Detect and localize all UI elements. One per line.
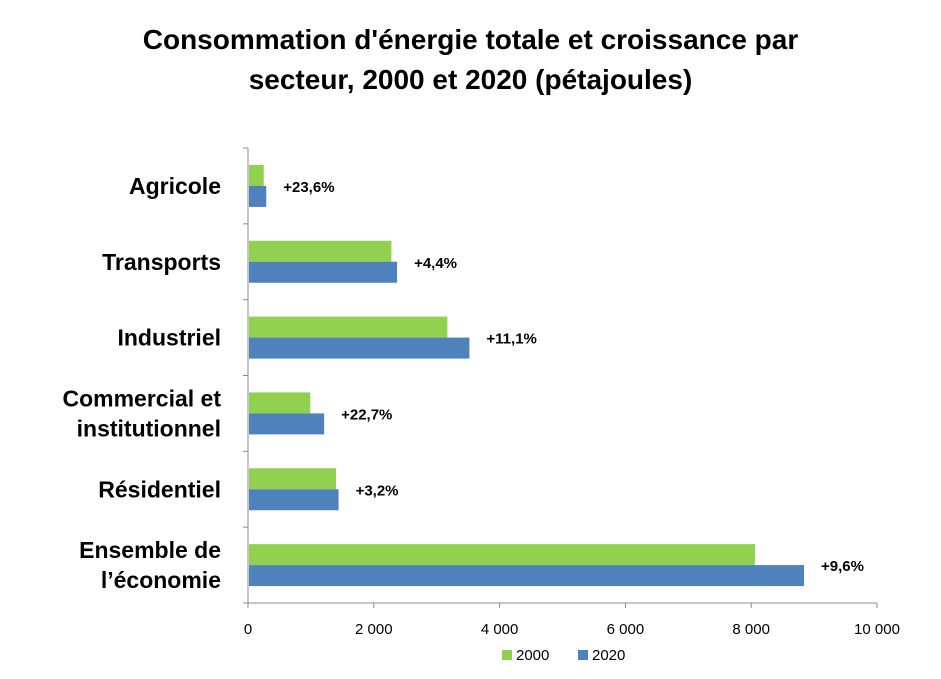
legend-swatch-2020: [578, 650, 588, 660]
category-label: Résidentiel: [98, 476, 221, 502]
data-label: +11,1%: [486, 331, 536, 348]
legend-label: 2000: [516, 647, 549, 664]
bar-2020-1: [249, 261, 398, 283]
category-label: Agricole: [129, 173, 221, 199]
x-tick-label: 0: [244, 621, 252, 638]
x-tick-label: 10 000: [854, 621, 900, 638]
bar-2020-2: [249, 337, 470, 359]
data-label: +23,6%: [283, 179, 334, 196]
data-label: +4,4%: [414, 255, 457, 272]
data-label: +3,2%: [356, 482, 399, 499]
category-label: Industriel: [117, 325, 221, 351]
x-tick-label: 8 000: [732, 621, 770, 638]
bar-2020-0: [249, 185, 267, 207]
legend-swatch-2000: [502, 650, 512, 660]
bar-2000-2: [249, 316, 448, 338]
bar-2020-4: [249, 489, 339, 511]
x-tick-label: 6 000: [607, 621, 645, 638]
category-label: Ensemble de l’économie: [79, 537, 221, 593]
bar-2000-0: [249, 164, 264, 186]
bar-2000-1: [249, 240, 392, 262]
category-label: Transports: [102, 249, 221, 275]
bar-2000-4: [249, 468, 337, 490]
bar-2020-5: [249, 565, 805, 587]
x-tick-label: 4 000: [481, 621, 519, 638]
data-label: +9,6%: [821, 558, 864, 575]
chart-title: Consommation d'énergie totale et croissa…: [142, 24, 799, 95]
bar-2000-5: [249, 544, 755, 566]
bar-2000-3: [249, 392, 311, 414]
data-label: +22,7%: [341, 406, 392, 423]
x-tick-label: 2 000: [355, 621, 393, 638]
bar-2020-3: [249, 413, 325, 435]
category-label: Commercial et institutionnel: [62, 385, 221, 441]
legend-label: 2020: [592, 647, 625, 664]
